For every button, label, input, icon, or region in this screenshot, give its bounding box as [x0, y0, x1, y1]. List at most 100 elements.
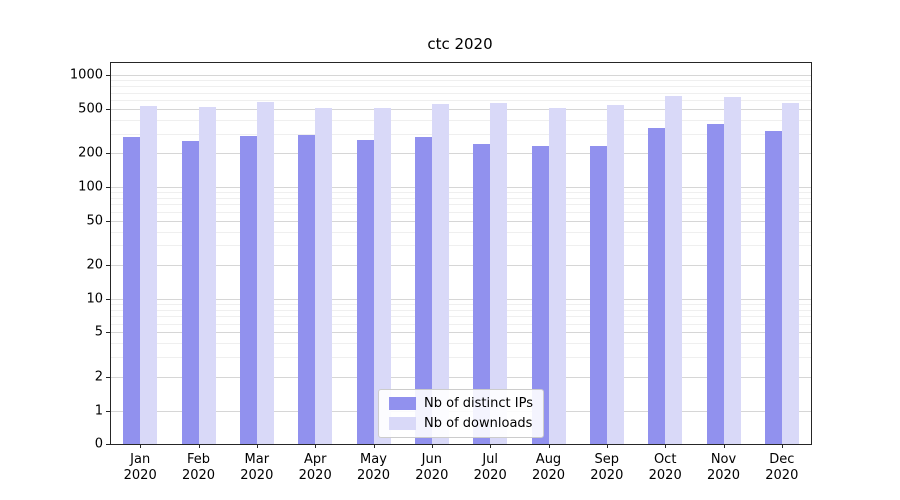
x-tick-label: Jul 2020 [473, 452, 507, 484]
gridline-major [111, 108, 811, 110]
legend-entry-distinct-ips: Nb of distinct IPs [389, 396, 533, 411]
x-tick-label: Feb 2020 [181, 452, 216, 484]
x-tick-mark [373, 444, 375, 448]
bars [111, 63, 811, 444]
bar-downloads [781, 103, 799, 444]
bar-downloads [315, 108, 333, 444]
plot-area: 0 1 2 5 10 20 50 100 200 500 1000 Jan 2020 Feb 2020 Mar… [70, 62, 812, 483]
bar-downloads [198, 107, 216, 444]
x-tick-label: Mar 2020 [240, 452, 274, 484]
bar-distinct-ips [298, 134, 316, 444]
chart-title: ctc 2020 [427, 35, 493, 53]
x-tick-label: Nov 2020 [706, 452, 741, 484]
bar-downloads [548, 108, 566, 444]
gridline-minor [111, 192, 811, 194]
x-tick-label: May 2020 [356, 452, 391, 484]
bar-downloads [723, 96, 741, 444]
y-tick-label: 200 [78, 145, 103, 161]
bar-distinct-ips [589, 145, 607, 444]
x-tick-label: Sep 2020 [590, 452, 624, 484]
bar-downloads [431, 103, 449, 444]
bar-distinct-ips [648, 127, 666, 444]
bar-downloads [606, 105, 624, 444]
x-tick-mark [140, 444, 142, 448]
y-tick-mark [106, 376, 110, 378]
y-tick-mark [106, 75, 110, 77]
bar-distinct-ips [706, 124, 724, 444]
gridline-major [111, 153, 811, 155]
legend-label-downloads: Nb of downloads [424, 416, 533, 431]
bar-downloads [256, 101, 274, 444]
gridline-minor [111, 303, 811, 305]
gridline-minor [111, 343, 811, 345]
gridline-minor [111, 309, 811, 311]
gridline-major [111, 75, 811, 77]
x-tick-mark [723, 444, 725, 448]
x-tick-label: Jan 2020 [123, 452, 157, 484]
y-tick-mark [106, 108, 110, 110]
bar-distinct-ips [356, 139, 374, 444]
x-tick-mark [198, 444, 200, 448]
axes-ticks: 0 1 2 5 10 20 50 100 200 500 1000 Jan 2020 Feb 2020 Mar… [70, 63, 811, 483]
y-tick-mark [106, 153, 110, 155]
legend-swatch-downloads [389, 417, 417, 430]
y-tick-label: 1000 [69, 67, 103, 83]
gridline-minor [111, 204, 811, 206]
gridline-major [111, 332, 811, 334]
bar-distinct-ips [414, 137, 432, 444]
legend-entry-downloads: Nb of downloads [389, 416, 533, 431]
gridline-minor [111, 80, 811, 82]
gridline-minor [111, 211, 811, 213]
gridline-minor [111, 245, 811, 247]
y-tick-label: 50 [86, 213, 103, 229]
y-tick-label: 20 [86, 257, 103, 273]
bar-downloads [140, 106, 158, 444]
bar-distinct-ips [123, 137, 141, 444]
x-tick-mark [548, 444, 550, 448]
gridline-minor [111, 92, 811, 94]
bar-distinct-ips [531, 145, 549, 444]
y-tick-mark [106, 220, 110, 222]
gridline-minor [111, 231, 811, 233]
gridline-minor [111, 197, 811, 199]
bar-distinct-ips [764, 130, 782, 444]
x-tick-mark [665, 444, 667, 448]
y-tick-label: 1 [94, 403, 103, 418]
x-tick-label: Aug 2020 [531, 452, 566, 484]
y-tick-label: 100 [78, 179, 103, 195]
x-tick-label: Dec 2020 [765, 452, 799, 484]
y-tick-mark [106, 332, 110, 334]
y-tick-label: 10 [86, 291, 103, 307]
x-tick-label: Oct 2020 [648, 452, 682, 484]
legend-label-distinct-ips: Nb of distinct IPs [424, 396, 533, 411]
y-tick-label: 2 [94, 369, 103, 385]
y-tick-mark [106, 410, 110, 412]
gridline-minor [111, 316, 811, 318]
x-tick-label: Apr 2020 [298, 452, 332, 484]
bar-distinct-ips [181, 140, 199, 444]
x-tick-label: Jun 2020 [415, 452, 449, 484]
gridline-minor [111, 133, 811, 135]
y-tick-mark [106, 298, 110, 300]
bar-distinct-ips [473, 143, 491, 444]
gridline-minor [111, 323, 811, 325]
x-tick-mark [781, 444, 783, 448]
y-tick-mark [106, 444, 110, 445]
y-tick-label: 5 [94, 324, 103, 340]
bar-downloads [490, 102, 508, 444]
y-tick-mark [106, 187, 110, 188]
gridline-major [111, 220, 811, 222]
gridline-minor [111, 86, 811, 88]
gridline-minor [111, 100, 811, 102]
gridline-minor [111, 357, 811, 359]
x-tick-mark [315, 444, 317, 448]
bar-downloads [373, 108, 391, 444]
bar-distinct-ips [239, 136, 257, 444]
gridline-major [111, 187, 811, 188]
legend: Nb of distinct IPs Nb of downloads [378, 389, 544, 438]
x-tick-mark [431, 444, 433, 448]
gridline-minor [111, 119, 811, 121]
x-tick-mark [490, 444, 492, 448]
gridline-major [111, 265, 811, 267]
